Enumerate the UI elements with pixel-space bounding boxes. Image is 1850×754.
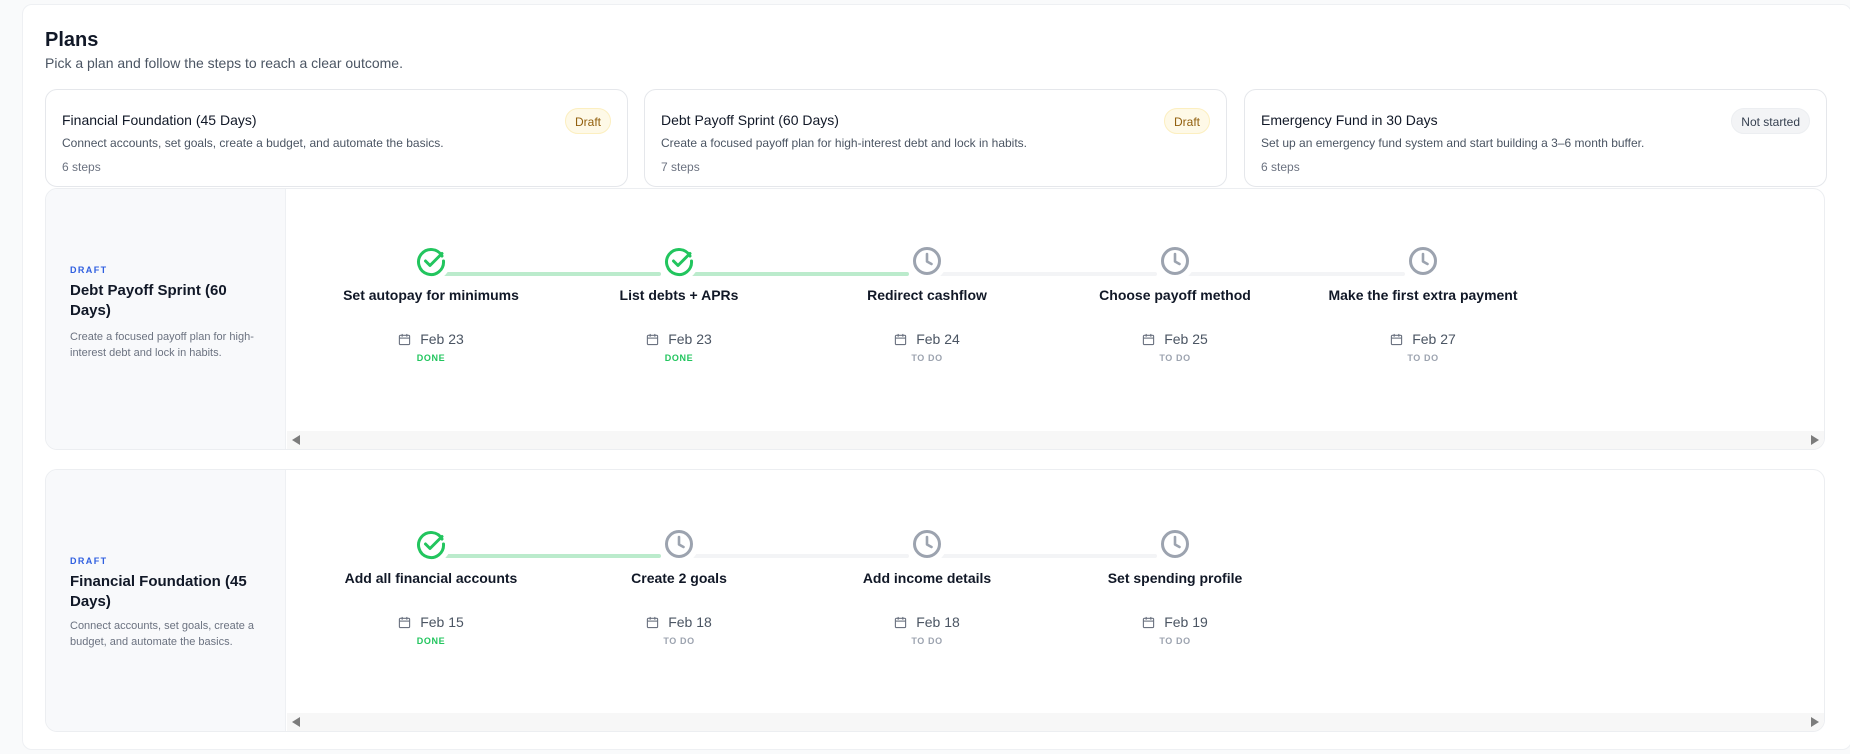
plan-card-description: Create a focused payoff plan for high-in… [661,136,1028,150]
step-date-text: Feb 18 [916,614,960,630]
timeline-financial-foundation: DRAFT Financial Foundation (45 Days) Con… [45,469,1825,732]
step-status: TO DO [1159,636,1191,646]
calendar-icon [647,616,659,628]
clock-icon [659,524,699,564]
step-date: Feb 18 [803,614,1051,630]
connector-done [431,554,661,558]
step-date-text: Feb 18 [668,614,712,630]
step-title: Add income details [862,570,992,586]
status-badge: Not started [1731,108,1810,134]
step-title: List debts + APRs [619,287,739,303]
calendar-icon [399,333,411,345]
calendar-icon [399,616,411,628]
plan-card-steps: 6 steps [62,160,101,174]
timeline-track: Add all financial accounts Feb 15 DONE C… [287,470,1824,731]
step-title: Choose payoff method [1099,287,1251,303]
horizontal-scrollbar[interactable] [287,713,1824,731]
timeline-status: DRAFT [70,265,108,275]
timeline-description: Connect accounts, set goals, create a bu… [70,620,255,648]
plan-card-title: Emergency Fund in 30 Days [1261,112,1438,128]
step-date: Feb 23 [307,331,555,347]
calendar-icon [895,616,907,628]
step-date-text: Feb 23 [668,331,712,347]
calendar-icon [1143,616,1155,628]
step-date-text: Feb 15 [420,614,464,630]
timeline-status: DRAFT [70,556,108,566]
status-badge: Draft [1163,108,1210,134]
connector-todo [927,554,1157,558]
step-date: Feb 24 [803,331,1051,347]
calendar-icon [1143,333,1155,345]
step-status: TO DO [1159,353,1191,363]
step-title: Set autopay for minimums [343,287,519,303]
plan-card-title: Debt Payoff Sprint (60 Days) [661,112,839,128]
step-status: TO DO [663,636,695,646]
step-status: TO DO [911,353,943,363]
plan-card-description: Connect accounts, set goals, create a bu… [62,136,444,150]
step-date: Feb 23 [555,331,803,347]
clock-icon [1155,241,1195,281]
scroll-right-arrow-icon[interactable] [1811,717,1819,727]
step-status: TO DO [1407,353,1439,363]
step-date-text: Feb 27 [1412,331,1456,347]
clock-icon [907,524,947,564]
horizontal-scrollbar[interactable] [287,431,1824,449]
step-date-text: Feb 25 [1164,331,1208,347]
page-title: Plans [45,29,99,51]
timeline-info-panel: DRAFT Financial Foundation (45 Days) Con… [46,470,286,731]
calendar-icon [895,333,907,345]
check-circle-icon [659,241,699,281]
step-title: Add all financial accounts [344,570,518,586]
clock-icon [1155,524,1195,564]
step-title: Make the first extra payment [1328,287,1518,303]
step-date-text: Feb 24 [916,331,960,347]
connector-done [431,272,661,276]
check-circle-icon [411,524,451,564]
clock-icon [1403,241,1443,281]
plans-page: Plans Pick a plan and follow the steps t… [22,4,1850,750]
scroll-right-arrow-icon[interactable] [1811,435,1819,445]
check-circle-icon [411,241,451,281]
timeline-track: Set autopay for minimums Feb 23 DONE Lis… [287,189,1824,449]
step-date: Feb 27 [1299,331,1547,347]
timeline-description: Create a focused payoff plan for high-in… [70,331,254,359]
step-date-text: Feb 23 [420,331,464,347]
step-date-text: Feb 19 [1164,614,1208,630]
scroll-left-arrow-icon[interactable] [292,435,300,445]
plan-card-steps: 7 steps [661,160,700,174]
step-status: DONE [664,353,694,363]
plan-card-description: Set up an emergency fund system and star… [1261,136,1645,150]
connector-todo [1175,272,1405,276]
step-date: Feb 19 [1051,614,1299,630]
step-date: Feb 15 [307,614,555,630]
connector-todo [927,272,1157,276]
connector-todo [679,554,909,558]
step-title: Create 2 goals [631,570,727,586]
calendar-icon [647,333,659,345]
timeline-info-panel: DRAFT Debt Payoff Sprint (60 Days) Creat… [46,189,286,449]
calendar-icon [1391,333,1403,345]
step-date: Feb 25 [1051,331,1299,347]
plan-card-emergency-fund[interactable]: Emergency Fund in 30 Days Set up an emer… [1244,89,1827,187]
step-status: DONE [416,636,446,646]
plan-card-steps: 6 steps [1261,160,1300,174]
page-subtitle: Pick a plan and follow the steps to reac… [45,55,403,71]
timeline-title: Debt Payoff Sprint (60 Days) [70,282,227,319]
status-badge: Draft [564,108,611,134]
step-status: DONE [416,353,446,363]
connector-done [679,272,909,276]
plan-card-financial-foundation[interactable]: Financial Foundation (45 Days) Connect a… [45,89,628,187]
plan-card-debt-payoff[interactable]: Debt Payoff Sprint (60 Days) Create a fo… [644,89,1227,187]
timeline-debt-payoff: DRAFT Debt Payoff Sprint (60 Days) Creat… [45,188,1825,450]
step-date: Feb 18 [555,614,803,630]
plan-card-title: Financial Foundation (45 Days) [62,112,257,128]
step-status: TO DO [911,636,943,646]
clock-icon [907,241,947,281]
step-title: Redirect cashflow [867,287,987,303]
step-title: Set spending profile [1107,570,1243,586]
timeline-title: Financial Foundation (45 Days) [70,573,247,610]
scroll-left-arrow-icon[interactable] [292,717,300,727]
